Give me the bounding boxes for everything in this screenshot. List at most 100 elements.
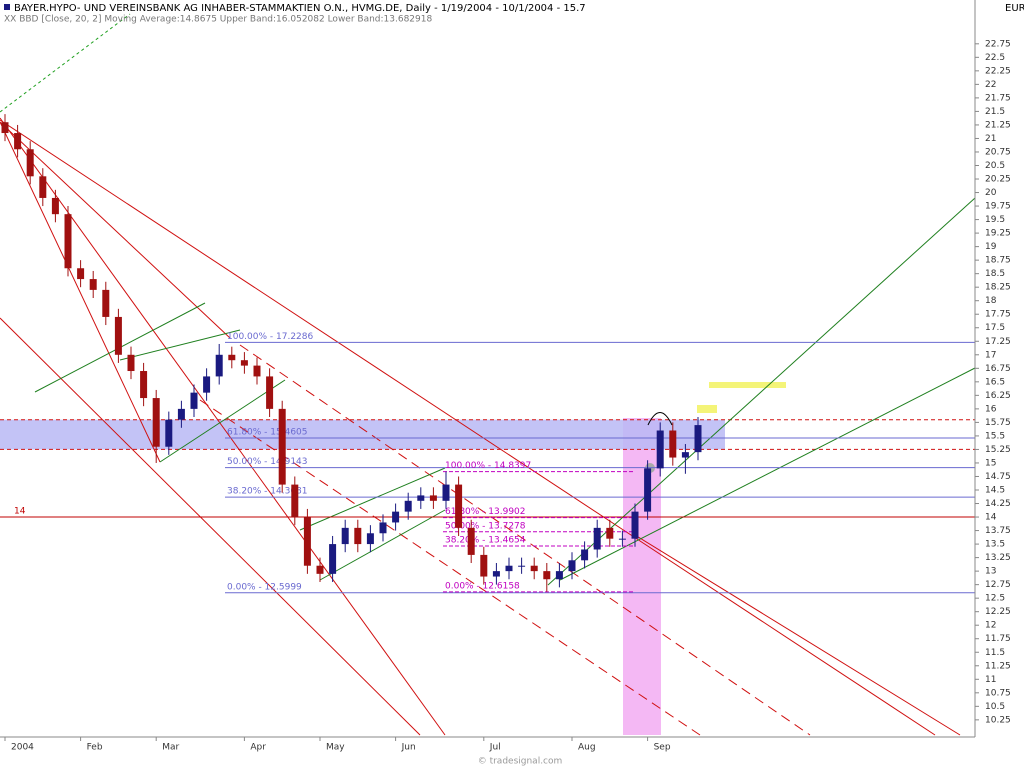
trend-line (547, 197, 976, 586)
chart-title: BAYER.HYPO- UND VEREINSBANK AG INHABER-S… (14, 3, 586, 14)
candle-body (291, 484, 299, 518)
x-tick-label: Aug (578, 743, 596, 753)
candle-body (543, 571, 551, 580)
candle-body (152, 398, 160, 447)
candle-body (329, 544, 337, 574)
y-tick-label: 13 (985, 567, 996, 577)
candle-body (669, 430, 677, 458)
y-tick-label: 18.5 (985, 269, 1005, 279)
arc (647, 412, 673, 426)
y-tick-label: 21.5 (985, 107, 1005, 117)
candle-body (694, 425, 702, 453)
y-tick-label: 20 (985, 188, 997, 198)
y-tick-label: 14.75 (985, 472, 1011, 482)
y-tick-label: 21.75 (985, 93, 1011, 103)
candle-body (505, 565, 513, 572)
trend-line (299, 467, 446, 531)
candle-body (467, 527, 475, 555)
y-tick-label: 12.25 (985, 607, 1011, 617)
y-tick-label: 17.25 (985, 337, 1011, 347)
fib-label: 38.20% - 13.4654 (445, 535, 526, 545)
candle-body (492, 571, 500, 577)
y-tick-label: 20.5 (985, 161, 1005, 171)
candle-body (253, 365, 261, 377)
fib-label: 0.00% - 12.5999 (227, 582, 302, 592)
trend-line (0, 119, 936, 736)
candle-body (266, 376, 274, 409)
candle-body (14, 133, 22, 150)
trend-line (0, 317, 421, 736)
currency: EUR (1005, 3, 1024, 14)
candle-body (392, 511, 400, 523)
candle-body (39, 176, 47, 198)
y-tick-label: 21.25 (985, 120, 1011, 130)
zone (0, 419, 725, 450)
target-box (709, 382, 786, 388)
candle-body (530, 565, 538, 572)
candle-body (228, 354, 236, 361)
x-tick-label: May (326, 743, 345, 753)
x-tick-label: 2004 (11, 743, 34, 753)
candle-body (51, 197, 59, 215)
y-tick-label: 22.75 (985, 39, 1011, 49)
y-tick-label: 13.25 (985, 553, 1011, 563)
candle-body (681, 452, 689, 458)
candle-body (303, 517, 311, 566)
candle-body (618, 538, 626, 540)
candle-body (278, 408, 286, 485)
y-tick-label: 10.5 (985, 702, 1005, 712)
y-tick-label: 10.25 (985, 715, 1011, 725)
candle-body (102, 289, 110, 317)
fib-label: 100.00% - 14.8397 (445, 461, 531, 471)
candle-body (114, 316, 122, 355)
x-tick-label: Jun (401, 743, 416, 753)
y-tick-label: 13.75 (985, 526, 1011, 536)
symbol-icon (4, 4, 10, 10)
y-tick-label: 14.5 (985, 486, 1005, 496)
y-tick-label: 22 (985, 80, 996, 90)
candle-body (581, 549, 589, 561)
candle-body (480, 554, 488, 577)
x-tick-label: Apr (250, 743, 266, 753)
y-tick-label: 22.5 (985, 53, 1005, 63)
y-tick-label: 10.75 (985, 688, 1011, 698)
y-tick-label: 15.75 (985, 418, 1011, 428)
candle-body (568, 560, 576, 572)
y-tick-label: 16.25 (985, 391, 1011, 401)
y-tick-label: 16.75 (985, 364, 1011, 374)
candle-body (593, 527, 601, 550)
y-tick-label: 19.25 (985, 229, 1011, 239)
candle-body (140, 371, 148, 399)
candle-body (177, 408, 185, 420)
trend-line (0, 117, 446, 736)
candle-body (89, 279, 97, 290)
data-layer: 10.25 10.5 10.75 11 11.25 11.5 11.75 12 12.25 12.… (0, 39, 1011, 753)
fib-label: 50.00% - 14.9143 (227, 457, 308, 467)
y-tick-label: 18.25 (985, 283, 1011, 293)
target-box (697, 405, 717, 413)
candle-body (518, 565, 526, 567)
time-band (623, 418, 661, 735)
candle-body (442, 484, 450, 501)
y-tick-label: 19.75 (985, 202, 1011, 212)
indicator-legend: XX BBD [Close, 20, 2] Moving Average:14.… (4, 15, 432, 25)
candle-body (379, 522, 387, 534)
candle-body (555, 571, 563, 580)
candle-body (1, 122, 9, 134)
candle-body (190, 392, 198, 409)
trend-line (239, 344, 811, 736)
y-tick-label: 19.5 (985, 215, 1005, 225)
candle-body (429, 495, 437, 501)
y-tick-label: 12.75 (985, 580, 1011, 590)
y-tick-label: 15.5 (985, 431, 1005, 441)
trend-line (0, 121, 231, 339)
backdrop-layer (0, 382, 975, 735)
y-tick-label: 11.5 (985, 648, 1005, 658)
y-tick-label: 17 (985, 350, 996, 360)
candle-body (656, 430, 664, 469)
candle-body (354, 527, 362, 545)
fib-label: 61.80% - 15.4605 (227, 428, 308, 438)
fib-label: 61.80% - 13.9902 (445, 507, 526, 517)
